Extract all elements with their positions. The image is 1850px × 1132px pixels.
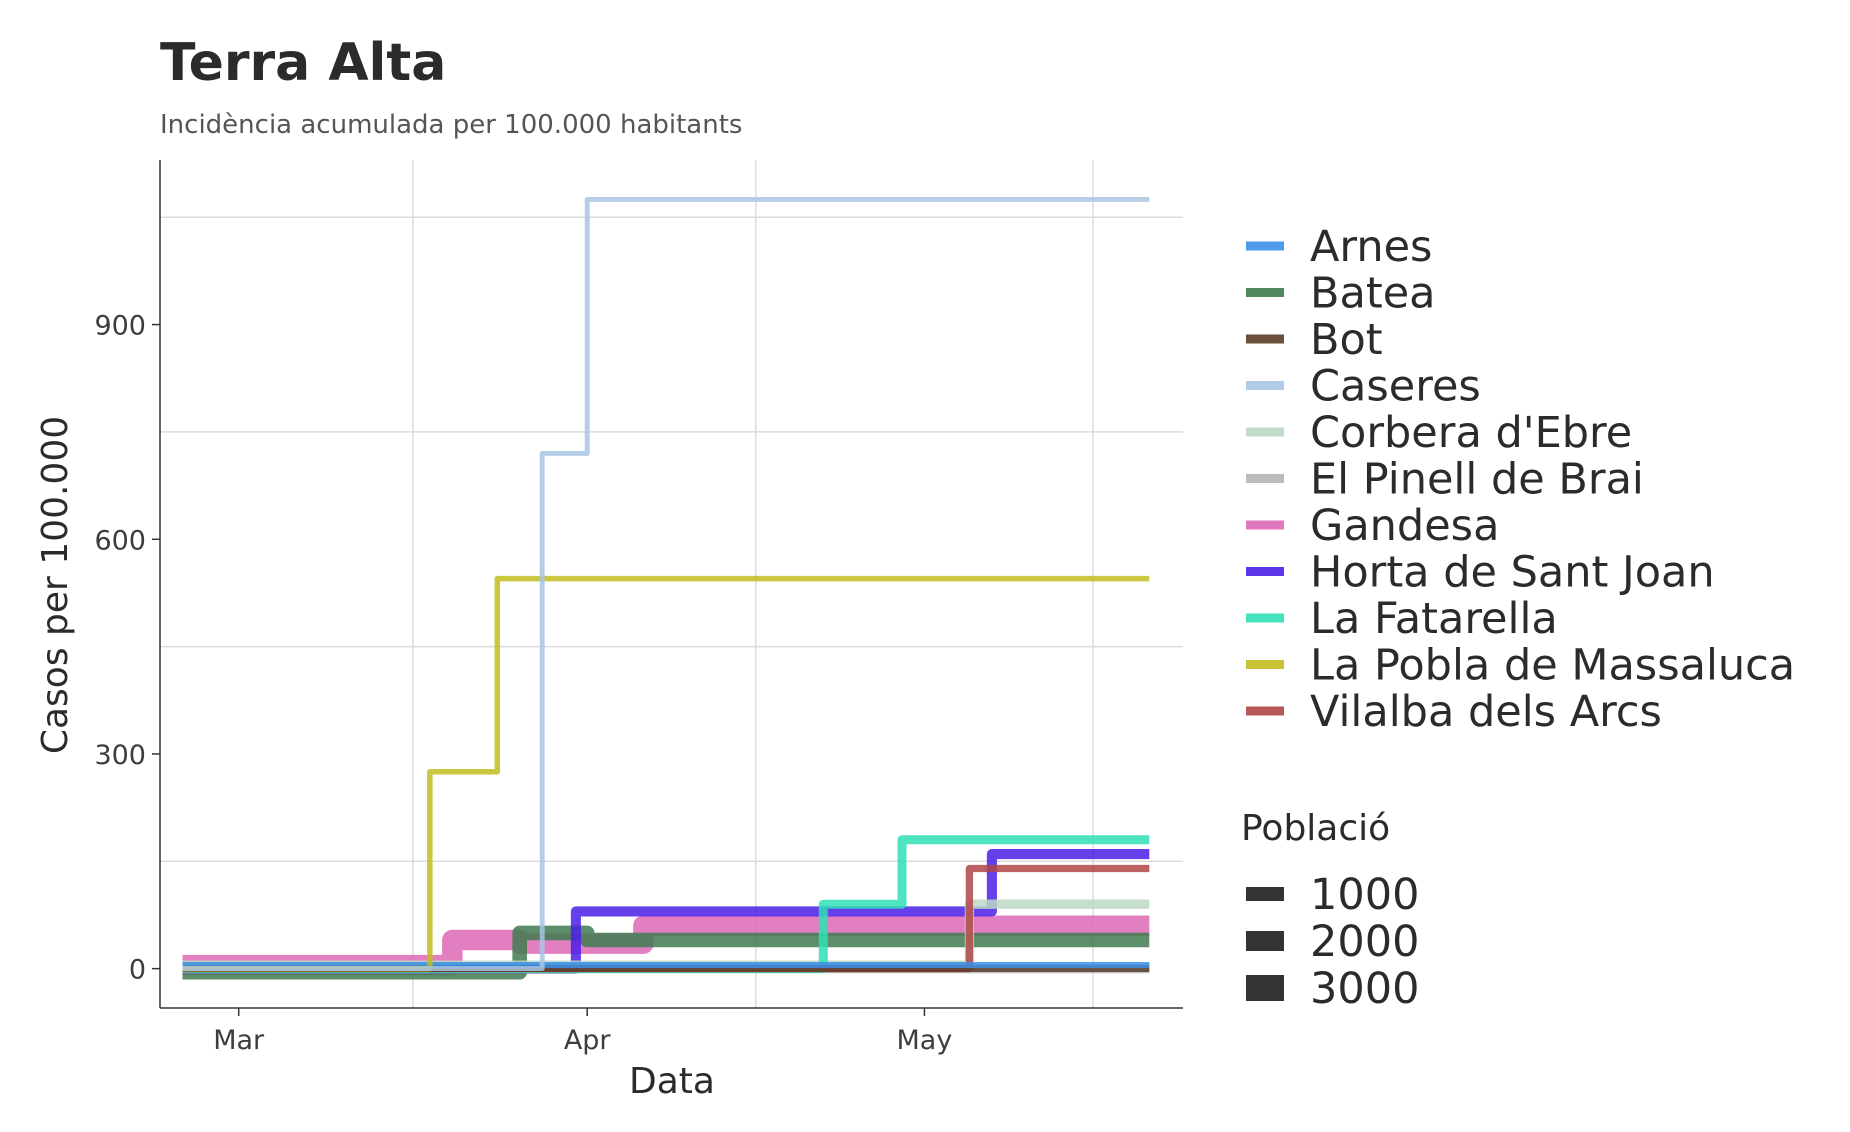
size-legend-key <box>1246 887 1284 901</box>
legend-label: Batea <box>1310 269 1436 319</box>
x-tick-label: May <box>897 1025 953 1056</box>
chart-title: Terra Alta <box>160 33 446 93</box>
y-tick-label: 600 <box>94 525 146 556</box>
y-tick-label: 300 <box>94 740 146 771</box>
x-tick-label: Apr <box>564 1025 612 1056</box>
y-axis-label: Casos per 100.000 <box>35 416 76 754</box>
legend-label: La Fatarella <box>1310 594 1558 644</box>
size-legend-title: Població <box>1241 808 1390 849</box>
size-legend-key <box>1246 975 1284 1001</box>
size-legend-label: 1000 <box>1310 870 1419 920</box>
legend-label: Horta de Sant Joan <box>1310 548 1715 598</box>
y-tick-label: 900 <box>94 311 146 342</box>
grid <box>160 160 1183 1008</box>
series-line <box>182 196 1150 972</box>
x-tick-label: Mar <box>213 1025 265 1056</box>
size-legend-key <box>1246 931 1284 951</box>
legend-label: La Pobla de Massaluca <box>1310 641 1795 691</box>
axes: 0 300 600 900 Mar Apr May <box>94 160 1183 1056</box>
y-tick-label: 0 <box>129 955 146 986</box>
chart-subtitle: Incidència acumulada per 100.000 habitan… <box>160 110 742 140</box>
legend-label: El Pinell de Brai <box>1310 455 1644 505</box>
legend-label: Caseres <box>1310 362 1481 412</box>
size-legend-label: 3000 <box>1310 964 1419 1014</box>
legend-label: Bot <box>1310 315 1383 365</box>
legend-label: Arnes <box>1310 222 1432 272</box>
series-layer <box>182 196 1150 980</box>
legend-label: Corbera d'Ebre <box>1310 408 1632 458</box>
x-axis-label: Data <box>629 1061 715 1102</box>
size-legend-label: 2000 <box>1310 917 1419 967</box>
legend-label: Vilalba dels Arcs <box>1310 687 1662 737</box>
legend-label: Gandesa <box>1310 501 1499 551</box>
